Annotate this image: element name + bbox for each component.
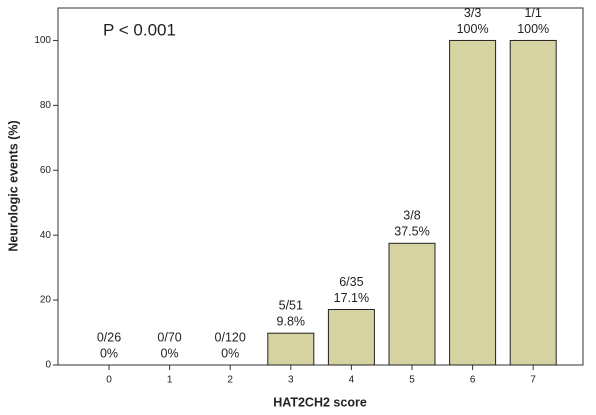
- value-label: 17.1%: [334, 291, 369, 305]
- x-tick-label: 1: [167, 375, 173, 386]
- count-label: 5/51: [279, 298, 303, 312]
- x-tick-label: 2: [227, 375, 233, 386]
- bar: [509, 39, 557, 366]
- p-value-annotation: P < 0.001: [103, 20, 176, 39]
- x-tick-label: 7: [530, 375, 536, 386]
- y-tick-label: 100: [34, 35, 51, 46]
- plot-frame: [57, 7, 584, 366]
- count-label: 1/1: [525, 6, 542, 20]
- value-label: 37.5%: [394, 225, 429, 239]
- value-label: 9.8%: [277, 314, 306, 328]
- bar: [449, 39, 497, 366]
- y-tick-label: 80: [40, 100, 52, 111]
- value-label: 0%: [221, 346, 239, 360]
- value-label: 0%: [161, 346, 179, 360]
- x-tick-label: 0: [106, 375, 112, 386]
- x-tick-label: 6: [470, 375, 476, 386]
- value-label: 100%: [457, 22, 489, 36]
- count-label: 0/70: [157, 330, 181, 344]
- count-label: 6/35: [339, 275, 363, 289]
- bar: [327, 309, 375, 366]
- x-tick-label: 3: [288, 375, 294, 386]
- y-tick-label: 40: [40, 230, 52, 241]
- x-tick-label: 5: [409, 375, 415, 386]
- x-tick-label: 4: [349, 375, 355, 386]
- x-axis-title: HAT2CH2 score: [273, 395, 367, 409]
- count-label: 3/3: [464, 6, 481, 20]
- bar: [267, 332, 315, 366]
- y-axis-title: Neurologic events (%): [6, 120, 20, 251]
- y-tick-label: 60: [40, 165, 52, 176]
- value-label: 100%: [517, 22, 549, 36]
- count-label: 3/8: [403, 209, 420, 223]
- count-label: 0/26: [97, 330, 121, 344]
- count-label: 0/120: [215, 330, 246, 344]
- y-tick-label: 0: [45, 360, 51, 371]
- bar: [388, 242, 436, 366]
- y-tick-label: 20: [40, 295, 52, 306]
- value-label: 0%: [100, 346, 118, 360]
